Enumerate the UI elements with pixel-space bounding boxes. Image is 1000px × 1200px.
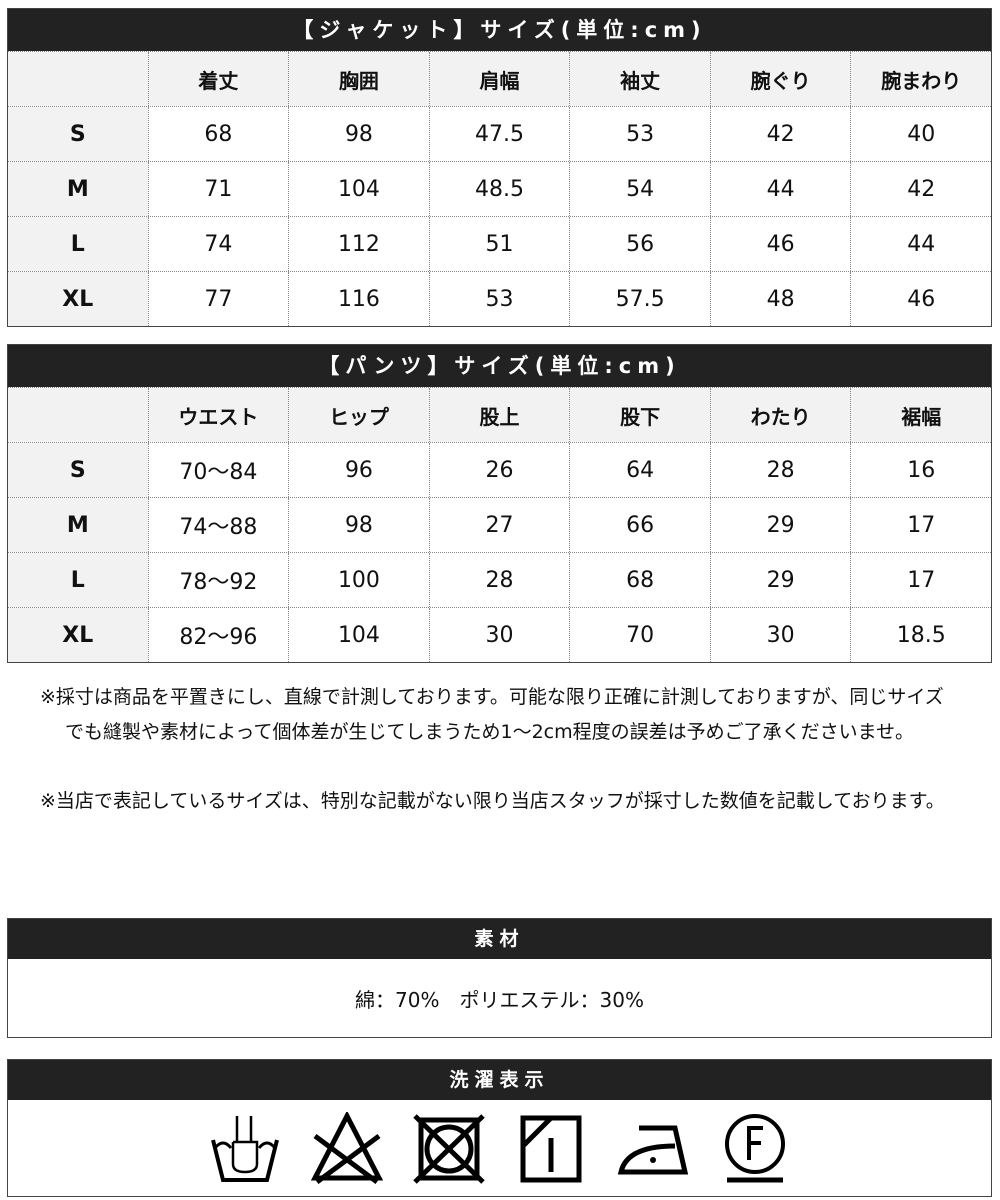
table-cell: 30: [709, 608, 851, 662]
table-cell: 27: [428, 498, 570, 552]
pants-title: 【パンツ】サイズ(単位:cm): [8, 345, 991, 387]
jacket-title: 【ジャケット】サイズ(単位:cm): [8, 9, 991, 51]
iron-low-icon: [617, 1125, 688, 1175]
table-cell: 46: [709, 217, 851, 271]
size-label: M: [8, 498, 148, 552]
table-cell: 46: [850, 272, 991, 326]
column-header: ヒップ: [288, 388, 429, 442]
line-dry-shade-icon: [520, 1115, 581, 1183]
table-row: S 68 98 47.5 53 42 40: [8, 106, 991, 161]
table-cell: 112: [288, 217, 429, 271]
material-title: 素材: [8, 919, 991, 959]
table-row: XL 77 116 53 57.5 48 46: [8, 271, 991, 326]
table-cell: 53: [569, 107, 710, 161]
table-cell: 44: [709, 162, 851, 216]
size-label: XL: [8, 608, 148, 662]
table-cell: 40: [850, 107, 991, 161]
column-header: 股下: [569, 388, 710, 442]
table-cell: 28: [709, 443, 851, 497]
dry-clean-f-icon: [724, 1114, 785, 1183]
table-cell: 30: [428, 608, 570, 662]
table-cell: 104: [288, 162, 429, 216]
column-header: [8, 388, 148, 442]
no-bleach-icon: [310, 1112, 383, 1184]
table-cell: 17: [850, 553, 991, 607]
column-header: わたり: [709, 388, 851, 442]
size-label: L: [8, 553, 148, 607]
table-cell: 71: [147, 162, 289, 216]
column-header: 腕ぐり: [709, 52, 851, 106]
pants-size-table: 【パンツ】サイズ(単位:cm) ウエスト ヒップ 股上 股下 わたり 裾幅 S 70〜84 96…: [7, 344, 992, 663]
care-title: 洗濯表示: [8, 1060, 991, 1100]
column-header: [8, 52, 148, 106]
table-cell: 98: [288, 498, 429, 552]
size-label: M: [8, 162, 148, 216]
table-row: M 74〜88 98 27 66 29 17: [8, 497, 991, 552]
jacket-size-table: 【ジャケット】サイズ(単位:cm) 着丈 胸囲 肩幅 袖丈 腕ぐり 腕まわり S 68 98 47…: [7, 8, 992, 327]
table-cell: 68: [147, 107, 289, 161]
table-cell: 17: [850, 498, 991, 552]
material-text: 綿：70% ポリエステル：30%: [355, 987, 644, 1012]
table-cell: 42: [709, 107, 851, 161]
table-row: L 78〜92 100 28 68 29 17: [8, 552, 991, 607]
table-row: L 74 112 51 56 46 44: [8, 216, 991, 271]
table-cell: 57.5: [569, 272, 710, 326]
table-cell: 16: [850, 443, 991, 497]
table-cell: 51: [428, 217, 570, 271]
note: ※採寸は商品を平置きにし、直線で計測しております。可能な限り正確に計測しておりま…: [40, 686, 944, 743]
table-cell: 42: [850, 162, 991, 216]
table-cell: 53: [428, 272, 570, 326]
table-cell: 98: [288, 107, 429, 161]
size-label: S: [8, 107, 148, 161]
table-cell: 28: [428, 553, 570, 607]
table-cell: 64: [569, 443, 710, 497]
table-cell: 78〜92: [147, 553, 289, 607]
header-row: ウエスト ヒップ 股上 股下 わたり 裾幅: [8, 387, 992, 442]
header-row: 着丈 胸囲 肩幅 袖丈 腕ぐり 腕まわり: [8, 51, 992, 106]
table-cell: 66: [569, 498, 710, 552]
table-cell: 56: [569, 217, 710, 271]
table-cell: 74〜88: [147, 498, 289, 552]
column-header: 袖丈: [569, 52, 710, 106]
table-cell: 74: [147, 217, 289, 271]
column-header: 肩幅: [428, 52, 570, 106]
table-cell: 26: [428, 443, 570, 497]
table-row: M 71 104 48.5 54 44 42: [8, 161, 991, 216]
size-label: L: [8, 217, 148, 271]
notes: ※採寸は商品を平置きにし、直線で計測しております。可能な限り正確に計測しておりま…: [40, 680, 960, 853]
table-cell: 29: [709, 553, 851, 607]
table-cell: 48: [709, 272, 851, 326]
care-box: 洗濯表示: [7, 1059, 992, 1197]
size-label: S: [8, 443, 148, 497]
size-label: XL: [8, 272, 148, 326]
table-cell: 54: [569, 162, 710, 216]
table-cell: 77: [147, 272, 289, 326]
column-header: 腕まわり: [850, 52, 992, 106]
column-header: 胸囲: [288, 52, 429, 106]
table-cell: 96: [288, 443, 429, 497]
material-box: 素材 綿：70% ポリエステル：30%: [7, 918, 992, 1038]
table-cell: 82〜96: [147, 608, 289, 662]
table-cell: 70〜84: [147, 443, 289, 497]
table-cell: 100: [288, 553, 429, 607]
table-cell: 44: [850, 217, 991, 271]
table-row: XL 82〜96 104 30 70 30 18.5: [8, 607, 991, 662]
table-cell: 47.5: [428, 107, 570, 161]
table-cell: 48.5: [428, 162, 570, 216]
column-header: ウエスト: [147, 388, 289, 442]
note: ※当店で表記しているサイズは、特別な記載がない限り当店スタッフが採寸した数値を記…: [40, 790, 945, 812]
column-header: 着丈: [147, 52, 289, 106]
table-cell: 116: [288, 272, 429, 326]
table-cell: 18.5: [850, 608, 991, 662]
column-header: 股上: [428, 388, 570, 442]
table-row: S 70〜84 96 26 64 28 16: [8, 442, 991, 497]
column-header: 裾幅: [850, 388, 992, 442]
hand-wash-icon: [210, 1116, 279, 1182]
no-tumble-dry-icon: [412, 1114, 485, 1184]
table-cell: 104: [288, 608, 429, 662]
table-cell: 29: [709, 498, 851, 552]
table-cell: 70: [569, 608, 710, 662]
table-cell: 68: [569, 553, 710, 607]
